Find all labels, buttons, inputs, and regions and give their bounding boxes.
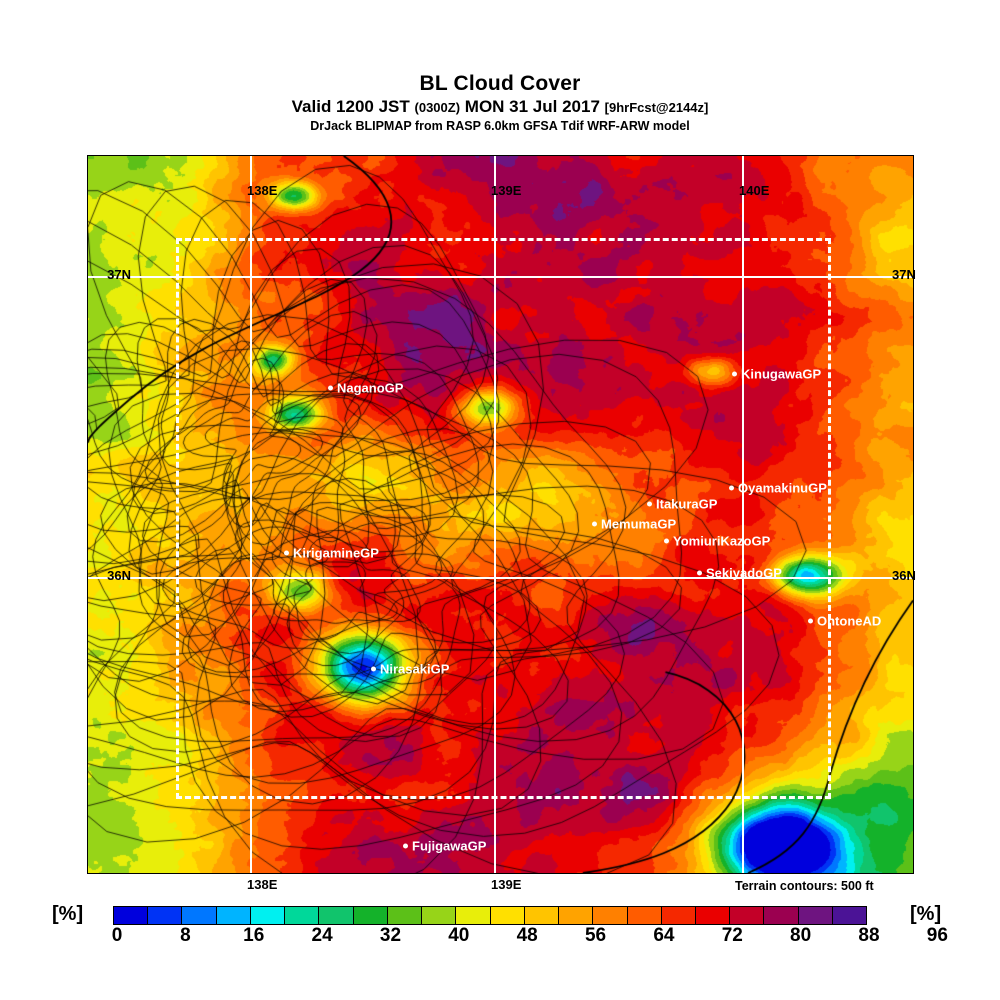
valid-time: Valid 1200 JST xyxy=(291,97,410,116)
station-marker[interactable]: NaganoGP xyxy=(328,381,403,396)
colorbar-swatch xyxy=(387,907,423,924)
valid-date: MON 31 Jul 2017 xyxy=(464,97,600,116)
cloud-cover-heatmap xyxy=(88,156,913,873)
colorbar-tick-label: 40 xyxy=(448,925,470,946)
colorbar-tick-label: 32 xyxy=(379,925,402,946)
longitude-gridline xyxy=(250,156,252,873)
station-label: YomiuriKazoGP xyxy=(673,533,771,549)
longitude-label-bottom: 138E xyxy=(247,877,278,892)
station-marker[interactable]: OyamakinuGP xyxy=(729,481,827,496)
station-label: NirasakiGP xyxy=(380,661,450,677)
station-dot-icon xyxy=(284,550,289,556)
colorbar-swatch xyxy=(422,907,457,924)
colorbar-swatch xyxy=(353,907,388,924)
colorbar-swatch xyxy=(798,907,833,924)
station-label: KinugawaGP xyxy=(741,366,822,382)
station-label: OhtoneAD xyxy=(817,613,882,629)
station-dot-icon xyxy=(664,538,669,544)
station-marker[interactable]: ItakuraGP xyxy=(647,497,717,512)
colorbar-swatch xyxy=(627,907,662,924)
colorbar-tick-label: 0 xyxy=(111,925,123,946)
valid-zulu: (0300Z) xyxy=(414,100,461,115)
colorbar-swatch xyxy=(593,907,628,924)
colorbar-swatch xyxy=(285,907,320,924)
station-marker[interactable]: OhtoneAD xyxy=(808,614,881,629)
colorbar-swatch xyxy=(216,907,251,924)
colorbar-tick-label: 8 xyxy=(180,925,191,946)
forecast-tag: [9hrFcst@2144z] xyxy=(604,100,709,115)
latitude-gridline xyxy=(88,276,913,278)
colorbar-ticks: 0 8 16 24 32 40 48 56 64 72 80 88 96 xyxy=(111,925,948,951)
station-dot-icon xyxy=(732,371,737,377)
colorbar-swatch xyxy=(148,907,183,924)
colorbar-tick-label: 24 xyxy=(311,925,333,946)
station-dot-icon xyxy=(592,521,597,527)
station-marker[interactable]: KirigamineGP xyxy=(284,546,379,561)
colorbar-swatch xyxy=(695,907,731,924)
latitude-gridline xyxy=(88,577,913,579)
colorbar-swatch xyxy=(182,907,217,924)
page-title: BL Cloud Cover xyxy=(419,72,581,95)
colorbar-swatch xyxy=(524,907,560,924)
station-marker[interactable]: MemumaGP xyxy=(592,517,676,532)
latitude-label-right: 37N xyxy=(892,267,916,282)
latitude-label-left: 37N xyxy=(107,267,131,282)
colorbar-swatch xyxy=(114,907,149,924)
colorbar-swatch xyxy=(661,907,696,924)
longitude-gridline xyxy=(494,156,496,873)
colorbar-tick-label: 48 xyxy=(516,925,538,946)
unit-label-right: [%] xyxy=(910,903,942,925)
valid-time-line: Valid 1200 JST (0300Z) MON 31 Jul 2017 [… xyxy=(0,96,1000,118)
longitude-label-top: 140E xyxy=(739,183,770,198)
colorbar-tick-label: 72 xyxy=(721,925,743,946)
station-marker[interactable]: SekiyadoGP xyxy=(697,566,782,581)
colorbar-swatch xyxy=(490,907,525,924)
station-label: NaganoGP xyxy=(337,380,404,396)
station-marker[interactable]: NirasakiGP xyxy=(371,662,449,677)
map-plot-area[interactable]: NaganoGP KinugawaGP OyamakinuGP ItakuraGP Me… xyxy=(87,155,914,874)
station-dot-icon xyxy=(729,485,734,491)
latitude-label-left: 36N xyxy=(107,568,131,583)
latitude-label-right: 36N xyxy=(892,568,916,583)
station-dot-icon xyxy=(403,843,408,849)
longitude-label-bottom: 139E xyxy=(491,877,522,892)
station-label: OyamakinuGP xyxy=(738,480,827,496)
colorbar-swatch xyxy=(250,907,286,924)
colorbar-swatch xyxy=(730,907,765,924)
colorbar-swatch xyxy=(559,907,594,924)
station-dot-icon xyxy=(808,618,813,624)
colorbar-swatch xyxy=(764,907,799,924)
station-label: SekiyadoGP xyxy=(706,565,782,581)
forecast-subdomain-box xyxy=(176,238,831,799)
unit-label-left: [%] xyxy=(52,903,84,925)
colorbar-swatch xyxy=(319,907,354,924)
longitude-label-top: 139E xyxy=(491,183,522,198)
colorbar-tick-label: 80 xyxy=(790,925,812,946)
colorbar-swatch xyxy=(456,907,491,924)
station-dot-icon xyxy=(371,666,376,672)
title-block: BL Cloud Cover Valid 1200 JST (0300Z) MO… xyxy=(0,72,1000,135)
station-dot-icon xyxy=(647,501,652,507)
station-label: KirigamineGP xyxy=(293,545,379,561)
colorbar[interactable] xyxy=(113,906,867,925)
station-label: ItakuraGP xyxy=(656,496,718,512)
colorbar-tick-label: 64 xyxy=(653,925,675,946)
colorbar-tick-label: 16 xyxy=(243,925,265,946)
longitude-label-top: 138E xyxy=(247,183,278,198)
station-label: MemumaGP xyxy=(601,516,677,532)
terrain-contour-note: Terrain contours: 500 ft xyxy=(735,879,874,893)
station-label: FujigawaGP xyxy=(412,838,487,854)
colorbar-tick-label: 88 xyxy=(858,925,880,946)
station-dot-icon xyxy=(328,385,333,391)
station-marker[interactable]: YomiuriKazoGP xyxy=(664,534,770,549)
colorbar-tick-label: 56 xyxy=(584,925,607,946)
colorbar-swatch xyxy=(832,907,867,924)
colorbar-tick-label: 96 xyxy=(926,925,948,946)
station-marker[interactable]: FujigawaGP xyxy=(403,839,486,854)
longitude-gridline xyxy=(742,156,744,873)
model-line: DrJack BLIPMAP from RASP 6.0km GFSA Tdif… xyxy=(310,119,690,133)
station-dot-icon xyxy=(697,570,702,576)
station-marker[interactable]: KinugawaGP xyxy=(732,367,821,382)
